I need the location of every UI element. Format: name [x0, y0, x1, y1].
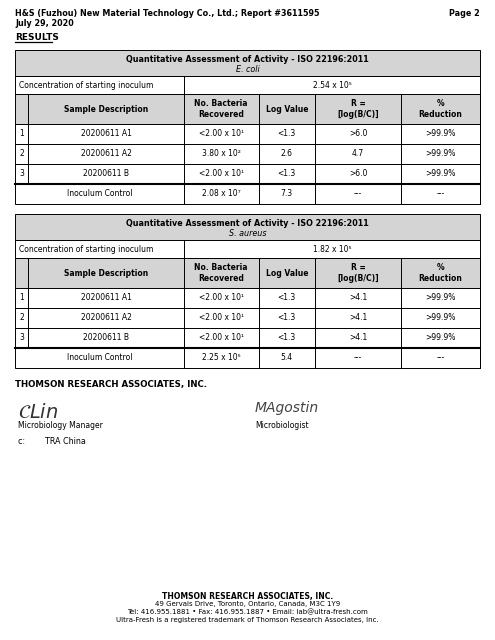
- Text: No. Bacteria
Recovered: No. Bacteria Recovered: [195, 99, 248, 118]
- Text: 2: 2: [19, 150, 24, 159]
- Text: <2.00 x 10¹: <2.00 x 10¹: [198, 333, 244, 342]
- Text: 2.6: 2.6: [281, 150, 293, 159]
- Text: >99.9%: >99.9%: [425, 170, 455, 179]
- Text: ---: ---: [436, 189, 445, 198]
- Text: Quantitative Assessment of Activity - ISO 22196:2011: Quantitative Assessment of Activity - IS…: [126, 54, 369, 63]
- Text: <2.00 x 10¹: <2.00 x 10¹: [198, 170, 244, 179]
- Text: >99.9%: >99.9%: [425, 294, 455, 303]
- Text: >4.1: >4.1: [349, 333, 367, 342]
- Text: Quantitative Assessment of Activity - ISO 22196:2011: Quantitative Assessment of Activity - IS…: [126, 219, 369, 228]
- Text: R =
[log(B/C)]: R = [log(B/C)]: [337, 263, 379, 283]
- Text: >6.0: >6.0: [349, 129, 367, 138]
- Text: R =
[log(B/C)]: R = [log(B/C)]: [337, 99, 379, 118]
- Text: 49 Gervais Drive, Toronto, Ontario, Canada, M3C 1Y9: 49 Gervais Drive, Toronto, Ontario, Cana…: [155, 601, 340, 607]
- Bar: [15, 144, 480, 164]
- Text: %
Reduction: % Reduction: [418, 99, 462, 118]
- Text: 1: 1: [19, 129, 24, 138]
- Bar: [15, 258, 480, 288]
- Text: 2.25 x 10⁵: 2.25 x 10⁵: [202, 353, 241, 362]
- Text: 4.7: 4.7: [352, 150, 364, 159]
- Bar: [15, 240, 480, 258]
- Text: Concentration of starting inoculum: Concentration of starting inoculum: [19, 244, 153, 253]
- Text: Log Value: Log Value: [265, 269, 308, 278]
- Text: >99.9%: >99.9%: [425, 333, 455, 342]
- Text: >99.9%: >99.9%: [425, 314, 455, 323]
- Text: THOMSON RESEARCH ASSOCIATES, INC.: THOMSON RESEARCH ASSOCIATES, INC.: [15, 380, 207, 389]
- Bar: [15, 94, 480, 124]
- Bar: [15, 76, 480, 94]
- Text: Inoculum Control: Inoculum Control: [67, 189, 132, 198]
- Text: Ultra-Fresh is a registered trademark of Thomson Research Associates, Inc.: Ultra-Fresh is a registered trademark of…: [116, 617, 379, 623]
- Bar: [15, 50, 480, 76]
- Text: >4.1: >4.1: [349, 294, 367, 303]
- Text: 1.82 x 10⁵: 1.82 x 10⁵: [313, 244, 351, 253]
- Text: S. aureus: S. aureus: [229, 229, 266, 238]
- Text: $\mathcal{C}$Lin: $\mathcal{C}$Lin: [18, 403, 58, 422]
- Text: <1.3: <1.3: [278, 294, 296, 303]
- Bar: [15, 214, 480, 240]
- Bar: [15, 328, 480, 348]
- Text: <1.3: <1.3: [278, 170, 296, 179]
- Text: Microbiologist: Microbiologist: [255, 422, 308, 431]
- Bar: [15, 164, 480, 184]
- Text: <1.3: <1.3: [278, 333, 296, 342]
- Text: RESULTS: RESULTS: [15, 33, 59, 42]
- Bar: [15, 308, 480, 328]
- Text: >99.9%: >99.9%: [425, 150, 455, 159]
- Text: 20200611 A1: 20200611 A1: [81, 294, 131, 303]
- Bar: [15, 184, 480, 204]
- Text: ---: ---: [354, 353, 362, 362]
- Text: Page 2: Page 2: [449, 10, 480, 19]
- Text: 20200611 B: 20200611 B: [83, 170, 129, 179]
- Text: <1.3: <1.3: [278, 129, 296, 138]
- Text: 20200611 B: 20200611 B: [83, 333, 129, 342]
- Text: 3.80 x 10²: 3.80 x 10²: [202, 150, 241, 159]
- Text: E. coli: E. coli: [236, 65, 259, 74]
- Text: >4.1: >4.1: [349, 314, 367, 323]
- Bar: [15, 288, 480, 308]
- Text: Log Value: Log Value: [265, 104, 308, 113]
- Text: <2.00 x 10¹: <2.00 x 10¹: [198, 294, 244, 303]
- Text: 2.54 x 10⁵: 2.54 x 10⁵: [312, 81, 351, 90]
- Text: 7.3: 7.3: [281, 189, 293, 198]
- Text: 5.4: 5.4: [281, 353, 293, 362]
- Text: <2.00 x 10¹: <2.00 x 10¹: [198, 314, 244, 323]
- Text: %
Reduction: % Reduction: [418, 263, 462, 283]
- Text: >6.0: >6.0: [349, 170, 367, 179]
- Bar: [15, 124, 480, 144]
- Text: 20200611 A2: 20200611 A2: [81, 150, 131, 159]
- Text: 1: 1: [19, 294, 24, 303]
- Text: 20200611 A2: 20200611 A2: [81, 314, 131, 323]
- Text: 3: 3: [19, 333, 24, 342]
- Text: Sample Description: Sample Description: [64, 104, 148, 113]
- Text: Tel: 416.955.1881 • Fax: 416.955.1887 • Email: lab@ultra-fresh.com: Tel: 416.955.1881 • Fax: 416.955.1887 • …: [127, 609, 368, 615]
- Text: H&S (Fuzhou) New Material Technology Co., Ltd.; Report #3611595: H&S (Fuzhou) New Material Technology Co.…: [15, 10, 319, 19]
- Text: 20200611 A1: 20200611 A1: [81, 129, 131, 138]
- Text: <2.00 x 10¹: <2.00 x 10¹: [198, 129, 244, 138]
- Text: Inoculum Control: Inoculum Control: [67, 353, 132, 362]
- Text: ---: ---: [354, 189, 362, 198]
- Text: 2.08 x 10⁷: 2.08 x 10⁷: [202, 189, 241, 198]
- Text: ---: ---: [436, 353, 445, 362]
- Text: No. Bacteria
Recovered: No. Bacteria Recovered: [195, 263, 248, 283]
- Text: c:        TRA China: c: TRA China: [18, 438, 86, 447]
- Bar: [15, 348, 480, 368]
- Text: THOMSON RESEARCH ASSOCIATES, INC.: THOMSON RESEARCH ASSOCIATES, INC.: [162, 591, 333, 600]
- Text: MAgostin: MAgostin: [255, 401, 319, 415]
- Text: July 29, 2020: July 29, 2020: [15, 19, 74, 29]
- Text: 2: 2: [19, 314, 24, 323]
- Text: <1.3: <1.3: [278, 314, 296, 323]
- Text: Sample Description: Sample Description: [64, 269, 148, 278]
- Text: Microbiology Manager: Microbiology Manager: [18, 422, 103, 431]
- Text: Concentration of starting inoculum: Concentration of starting inoculum: [19, 81, 153, 90]
- Text: 3: 3: [19, 170, 24, 179]
- Text: >99.9%: >99.9%: [425, 129, 455, 138]
